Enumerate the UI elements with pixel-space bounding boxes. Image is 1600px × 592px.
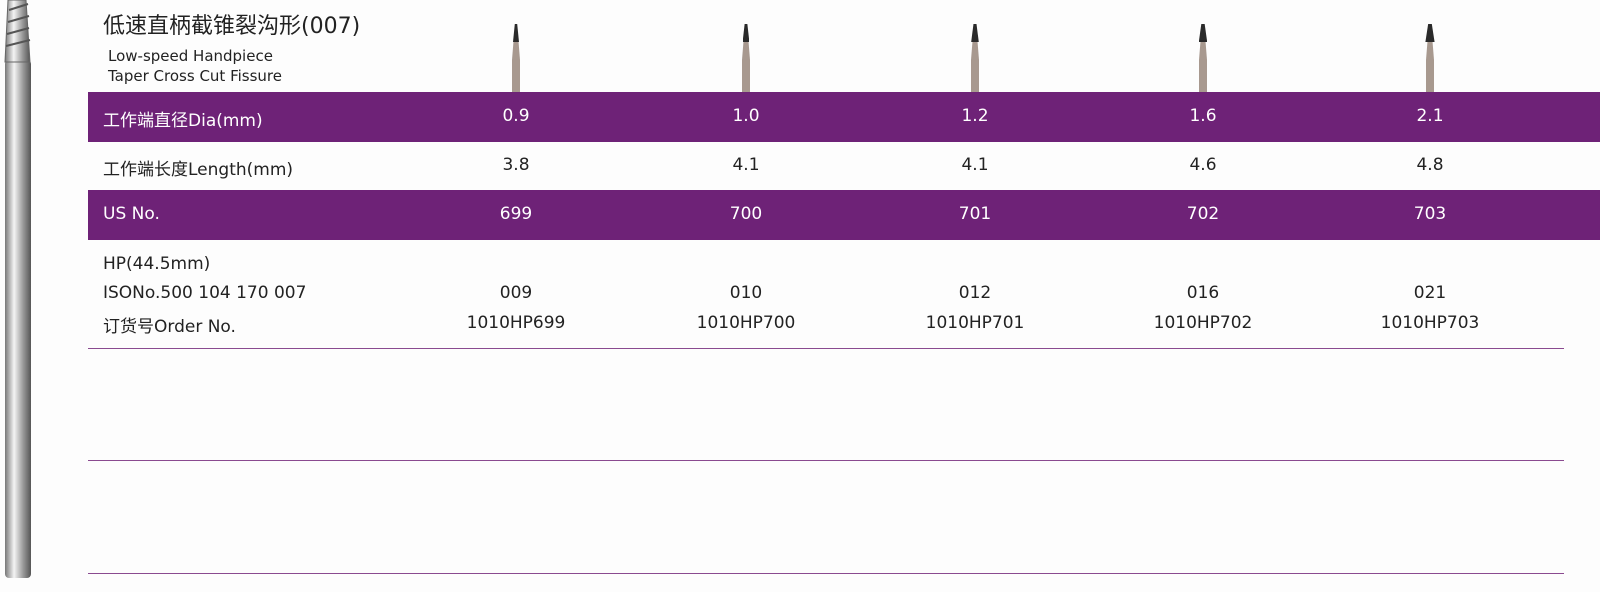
cell: 1010HP703 — [1380, 313, 1480, 333]
cell: 1010HP701 — [925, 313, 1025, 333]
cell: 012 — [958, 283, 992, 303]
row-band — [88, 190, 1600, 240]
cell: 700 — [729, 204, 763, 224]
row-label: 工作端直径Dia(mm) — [103, 111, 263, 131]
title: 低速直柄截锥裂沟形(007) — [103, 14, 361, 39]
cell: 702 — [1186, 204, 1220, 224]
cell: 010 — [729, 283, 763, 303]
bur-icon — [742, 24, 750, 42]
cell: 1010HP700 — [696, 313, 796, 333]
bur-icon — [1199, 60, 1207, 92]
cell: 1.0 — [732, 106, 760, 126]
bur-icon — [1426, 60, 1434, 92]
cell: 021 — [1413, 283, 1447, 303]
cell: 4.1 — [961, 155, 989, 175]
bur-icon — [742, 40, 750, 60]
bur-icon — [971, 24, 979, 42]
cell: 3.8 — [502, 155, 530, 175]
row-band — [88, 92, 1600, 142]
cell: 1.6 — [1189, 106, 1217, 126]
bur-icon — [971, 40, 979, 60]
row-label: 工作端长度Length(mm) — [103, 160, 294, 180]
cell: 4.6 — [1189, 155, 1217, 175]
cell: 4.8 — [1416, 155, 1444, 175]
bur-icon — [742, 60, 750, 92]
bur-icon — [513, 24, 519, 42]
subtitle: Taper Cross Cut Fissure — [108, 67, 282, 85]
cell: 016 — [1186, 283, 1220, 303]
bur-icon — [1425, 24, 1435, 42]
row-label: 订货号Order No. — [103, 317, 236, 337]
cell: 009 — [499, 283, 533, 303]
bur-icon — [1198, 24, 1208, 42]
bur-icon — [971, 60, 979, 92]
cell: 703 — [1413, 204, 1447, 224]
row-line — [88, 348, 1564, 349]
row-line — [88, 573, 1564, 574]
row-label: US No. — [103, 204, 160, 224]
cell: 701 — [958, 204, 992, 224]
row-label: ISONo.500 104 170 007 — [103, 283, 307, 303]
bur-icon — [512, 60, 520, 92]
bur-icon — [1426, 40, 1434, 60]
cell: 4.1 — [732, 155, 760, 175]
cell: 0.9 — [502, 106, 530, 126]
row-label: HP(44.5mm) — [103, 254, 211, 274]
cell: 699 — [499, 204, 533, 224]
cell: 1.2 — [961, 106, 989, 126]
bur-image — [4, 0, 31, 578]
bur-icon — [1199, 40, 1207, 60]
subtitle: Low-speed Handpiece — [108, 47, 273, 65]
cell: 2.1 — [1416, 106, 1444, 126]
cell: 1010HP702 — [1153, 313, 1253, 333]
cell: 1010HP699 — [466, 313, 566, 333]
row-line — [88, 460, 1564, 461]
bur-icon — [512, 40, 520, 60]
